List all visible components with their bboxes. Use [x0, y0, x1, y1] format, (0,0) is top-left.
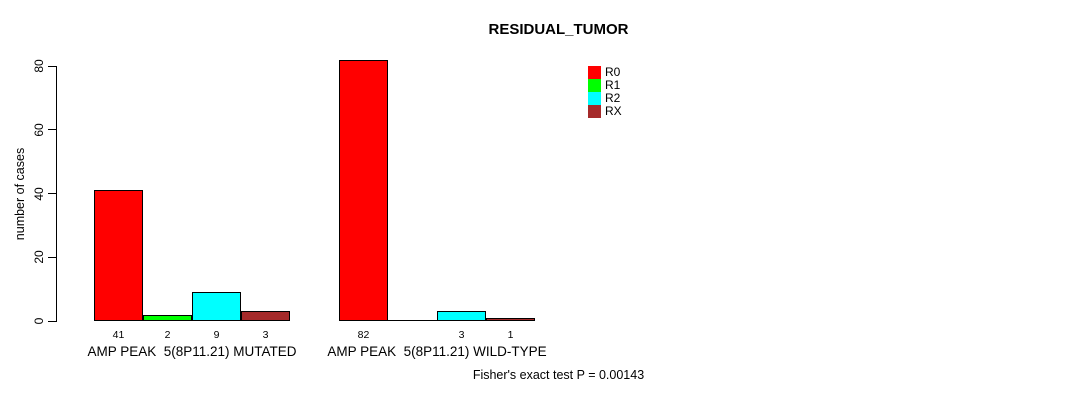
bar-RX-group2	[486, 318, 535, 321]
legend-swatch-R1	[588, 79, 601, 92]
legend: R0 R1 R2 RX	[588, 66, 622, 118]
bar-value-label: 9	[213, 329, 220, 341]
y-tick-mark	[48, 256, 56, 258]
y-tick-label: 80	[32, 59, 46, 73]
bar-R1-group2-zero	[388, 320, 437, 321]
legend-swatch-R0	[588, 66, 601, 79]
bar-R0-group1	[94, 190, 143, 321]
legend-swatch-RX	[588, 105, 601, 118]
bar-value-label: 3	[262, 329, 269, 341]
legend-item-R1: R1	[588, 79, 622, 92]
y-tick-label: 60	[32, 123, 46, 137]
legend-item-RX: RX	[588, 105, 622, 118]
bar-R1-group1	[143, 315, 192, 321]
chart-title: RESIDUAL_TUMOR	[488, 21, 629, 38]
y-axis-line	[56, 66, 57, 322]
bar-RX-group1	[241, 311, 290, 321]
y-tick-label: 0	[32, 317, 46, 325]
y-tick-mark	[48, 193, 56, 194]
bar-R2-group2	[437, 311, 486, 321]
y-tick-mark	[48, 65, 56, 67]
legend-item-R0: R0	[588, 66, 622, 79]
fisher-test-annotation: Fisher's exact test P = 0.00143	[472, 368, 645, 382]
y-tick-label: 20	[32, 250, 46, 264]
legend-label-RX: RX	[605, 104, 622, 118]
legend-label-R2: R2	[605, 91, 621, 105]
bar-R2-group1	[192, 292, 241, 321]
bar-value-label: 1	[507, 329, 514, 341]
category-label-group1: AMP PEAK 5(8P11.21) MUTATED	[87, 344, 297, 359]
bar-value-label: 3	[458, 329, 465, 341]
bar-value-label: 2	[164, 329, 171, 341]
legend-item-R2: R2	[588, 92, 622, 105]
bar-R0-group2	[339, 60, 388, 321]
category-label-group2: AMP PEAK 5(8P11.21) WILD-TYPE	[327, 344, 547, 359]
legend-swatch-R2	[588, 92, 601, 105]
legend-label-R1: R1	[605, 78, 621, 92]
y-tick-mark	[48, 129, 56, 131]
y-tick-label: 40	[32, 186, 46, 201]
legend-label-R0: R0	[605, 65, 621, 79]
y-tick-mark	[48, 320, 56, 322]
bar-value-label: 41	[112, 329, 125, 341]
bar-value-label: 82	[357, 329, 370, 341]
